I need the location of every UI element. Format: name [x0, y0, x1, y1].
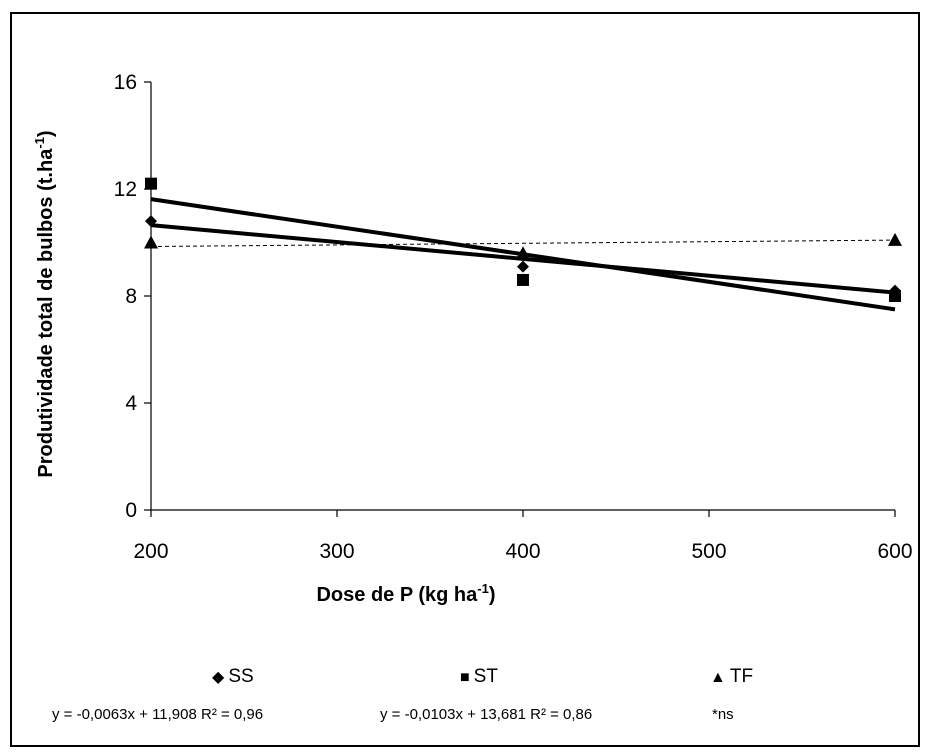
y-tick-label: 0: [125, 499, 137, 522]
x-tick-label: 300: [319, 540, 354, 563]
x-axis-title: Dose de P (kg ha-1): [316, 581, 495, 606]
point-st: [145, 177, 157, 190]
equation-st: y = -0,0103x + 13,681 R² = 0,86: [380, 706, 593, 723]
legend-label-tf: TF: [729, 666, 754, 687]
x-tick-label: 400: [505, 540, 540, 563]
equation-tf: *ns: [712, 706, 734, 723]
legend-entry-ss: ◆ SS: [212, 666, 254, 688]
legend-entry-st: ■ ST: [460, 666, 498, 688]
equation-ss: y = -0,0063x + 11,908 R² = 0,96: [52, 706, 264, 723]
data-markers: [144, 177, 902, 302]
point-tf: [144, 235, 158, 249]
chart-plot: 0 4 8 12 16 200 300 400 500 600 Dose de P (kg ha-…: [32, 71, 913, 606]
triangle-icon: ▲: [710, 669, 726, 686]
legend-label-ss: SS: [228, 666, 254, 687]
x-tick-label: 500: [691, 540, 726, 563]
chart-frame: 0 4 8 12 16 200 300 400 500 600 Dose de P (kg ha-…: [10, 12, 920, 747]
axes: [144, 81, 896, 517]
y-tick-label: 8: [125, 285, 137, 308]
point-tf: [888, 232, 902, 246]
x-tick-label: 200: [133, 540, 168, 563]
point-st: [517, 273, 529, 286]
x-tick-label: 600: [877, 540, 912, 563]
trend-line-tf: [150, 239, 896, 248]
y-tick-label: 16: [114, 71, 137, 94]
point-tf: [516, 246, 530, 260]
y-axis-title: Produtividade total de bulbos (t.ha-1): [32, 130, 57, 477]
y-tick-label: 4: [125, 392, 137, 415]
legend-label-st: ST: [473, 666, 498, 687]
legend-entry-tf: ▲ TF: [710, 666, 753, 688]
point-ss: [145, 215, 157, 228]
diamond-icon: ◆: [212, 669, 225, 686]
point-st: [889, 290, 901, 302]
square-icon: ■: [460, 669, 470, 686]
y-tick-label: 12: [114, 178, 137, 201]
point-ss: [517, 260, 529, 273]
tick-labels: 0 4 8 12 16 200 300 400 500 600: [114, 71, 913, 563]
